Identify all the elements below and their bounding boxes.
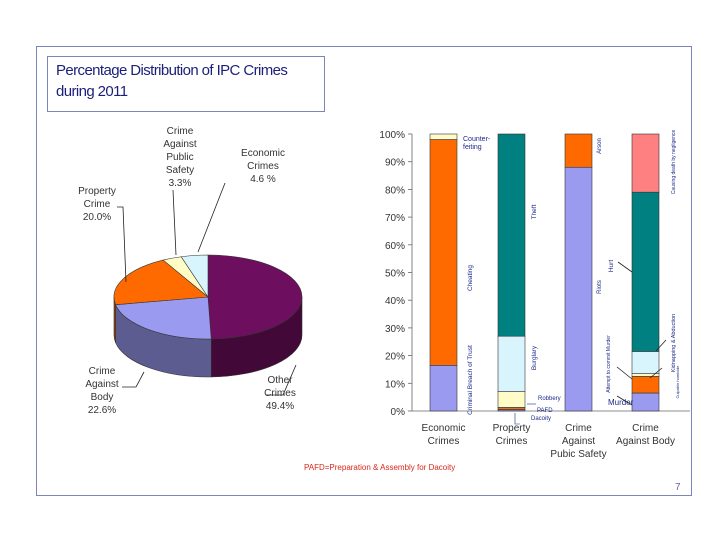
y-tick-label: 90%: [385, 158, 405, 169]
pie-value-property-crime: 20.0%: [83, 212, 111, 223]
slide-title: Percentage Distribution of IPC Crimes du…: [56, 62, 288, 100]
y-tick-label: 20%: [385, 352, 405, 363]
annot-dacoity-leader: [514, 413, 520, 425]
pie-label-line: Public: [166, 152, 193, 163]
title-box: Percentage Distribution of IPC Crimes du…: [47, 56, 325, 112]
pie-value-crime-against-body: 22.6%: [88, 405, 116, 416]
bar-seg-burglary: [497, 335, 526, 392]
pie-label-line: Crime: [167, 126, 194, 137]
annot-murder-leader: [616, 395, 633, 406]
x-category-line: Against: [562, 436, 596, 447]
x-category-line: Economic: [422, 423, 466, 434]
annot-kidnapping-leader: [655, 339, 667, 352]
pie-leader-crime-against-body: [122, 371, 145, 388]
y-tick-label: 60%: [385, 241, 405, 252]
annot-kidnapping-abduction: Kidnapping & Abduction: [671, 314, 677, 372]
x-category-line: Crime: [632, 423, 659, 434]
pie-slice-crime-against-body: [115, 296, 212, 340]
annot-counterfeiting: Counter-feiting: [463, 136, 491, 151]
x-category-label: Crime Against Pubic Safety: [550, 423, 606, 460]
y-tick-label: 10%: [385, 379, 405, 390]
bar-seg-hurt: [631, 191, 660, 352]
bar-seg-arson: [564, 133, 593, 168]
y-tick-label: 50%: [385, 269, 405, 280]
pie-label-line: Property: [78, 186, 116, 197]
pie-slice-economic-crimes: [180, 254, 209, 298]
pie-leader-crime-against-public-safety: [172, 189, 177, 256]
bar-seg-cheating: [429, 139, 458, 366]
y-tick-label: 0%: [391, 407, 406, 418]
pie-leader-property-crime: [117, 206, 127, 283]
annot-hurt-leader: [617, 261, 633, 273]
bar-seg-murder: [631, 392, 660, 412]
pie-leader-other-crimes: [266, 364, 297, 396]
pie-value-crime-against-public-safety: 3.3%: [169, 178, 192, 189]
annot-line: Counter-: [463, 136, 491, 143]
pie-slice-property-crime: [113, 259, 209, 306]
bar-seg-robbery: [497, 391, 526, 408]
y-tick-label: 70%: [385, 213, 405, 224]
pie-label-economic-crimes: Economic Crimes: [241, 148, 285, 172]
pie-label-property-crime: Property Crime: [78, 186, 116, 210]
x-category-line: Crimes: [428, 436, 460, 447]
x-category-label: Economic Crimes: [422, 423, 466, 447]
bar-seg-theft: [497, 133, 526, 337]
pie-value-economic-crimes: 4.6 %: [250, 174, 276, 185]
annot-dacoity: Dacoity: [531, 416, 551, 422]
pie-slice-other-crimes: [207, 254, 303, 340]
annot-robbery: Robbery: [538, 396, 561, 402]
annot-arson: Arson: [597, 138, 603, 154]
x-category-line: Property: [493, 423, 531, 434]
annot-theft: Theft: [531, 204, 538, 219]
pie-label-line: Crime: [89, 366, 116, 377]
annot-attempt-leader: [616, 366, 633, 380]
pie-label-line: Crimes: [264, 388, 296, 399]
annot-causing-death-by-negligence: Causing death by negligence: [671, 130, 677, 195]
annot-murder: Murder: [608, 398, 634, 407]
bar-seg-kidnapping-abduction: [631, 351, 660, 374]
annot-riots: Riots: [597, 280, 603, 294]
annot-attempt-to-commit-murder: Attempt to commit Murder: [606, 335, 612, 393]
pie-label-crime-against-public-safety: Crime Against Public Safety: [163, 126, 197, 176]
pie-label-line: Crimes: [247, 161, 279, 172]
pie-label-line: Body: [91, 392, 114, 403]
pie-leader-economic-crimes: [197, 182, 226, 253]
pie-label-other-crimes: Other Crimes: [264, 375, 296, 399]
bar-seg-criminal-breach-of-trust: [429, 364, 458, 412]
x-category-line: Crimes: [496, 436, 528, 447]
page-number: 7: [675, 482, 681, 493]
y-tick-label: 80%: [385, 185, 405, 196]
bar-seg-riots: [564, 166, 593, 412]
pie-label-line: Other: [267, 375, 293, 386]
pie-label-line: Against: [85, 379, 119, 390]
x-category-line: Against Body: [616, 436, 675, 447]
annot-culpable-homicide: Culpable homicide: [675, 365, 680, 399]
pie-label-line: Safety: [166, 165, 194, 176]
y-tick-label: 100%: [379, 130, 405, 141]
x-category-label: Property Crimes: [493, 423, 531, 447]
y-tick-label: 30%: [385, 324, 405, 335]
pie-value-other-crimes: 49.4%: [266, 401, 294, 412]
x-category-label: Crime Against Body: [616, 423, 675, 447]
footnote: PAFD=Preparation & Assembly for Dacoity: [304, 463, 456, 472]
pie-label-line: Economic: [241, 148, 285, 159]
annot-pafd: PAFD: [537, 408, 553, 414]
x-category-line: Crime: [565, 423, 592, 434]
bar-seg-attempt-to-commit-murder: [631, 376, 660, 394]
annot-culpable-leader: [649, 367, 663, 379]
bar-seg-causing-death-by-negligence: [631, 133, 660, 193]
annot-burglary: Burglary: [531, 345, 538, 370]
annot-cheating: Cheating: [467, 265, 474, 291]
annot-hurt: Hurt: [608, 260, 615, 272]
x-category-line: Pubic Safety: [550, 449, 606, 460]
annot-line: feiting: [463, 144, 482, 151]
pie-label-line: Crime: [84, 199, 111, 210]
pie-label-line: Against: [163, 139, 197, 150]
y-tick-label: 40%: [385, 296, 405, 307]
bar-seg-counter-feiting: [429, 133, 458, 140]
pie-label-crime-against-body: Crime Against Body: [85, 366, 119, 403]
annot-criminal-breach-of-trust: Criminal Breach of Trust: [467, 345, 474, 415]
